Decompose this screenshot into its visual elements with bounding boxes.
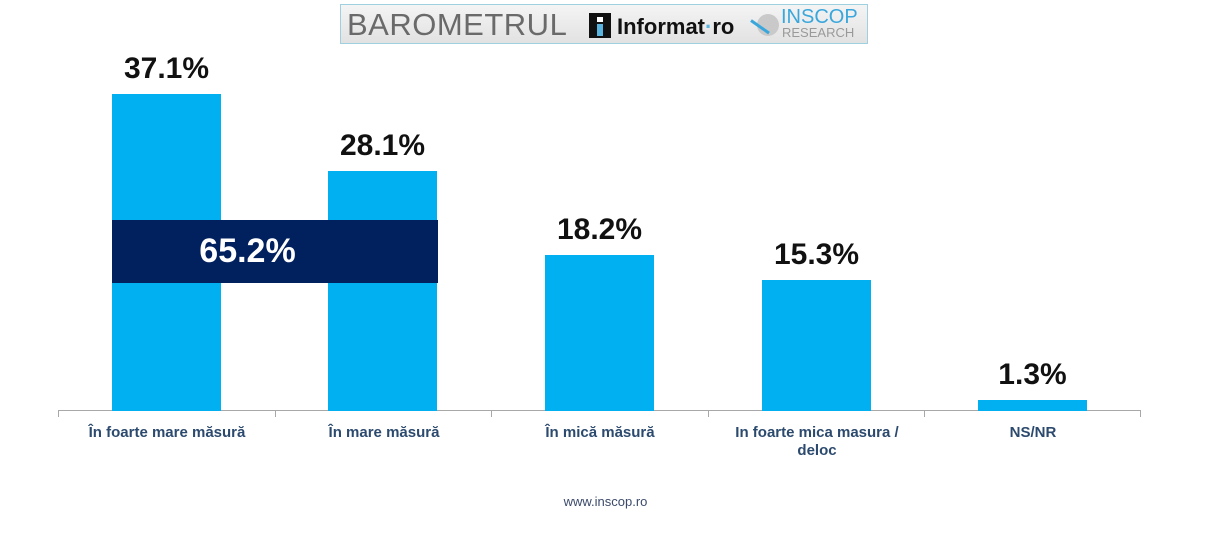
x-label-1: În mare măsură <box>328 424 440 441</box>
bar-1 <box>328 171 437 411</box>
x-label-2: În mică măsură <box>545 424 655 441</box>
x-axis-tick <box>708 410 709 417</box>
combined-total-band <box>112 220 438 283</box>
bar-4 <box>978 400 1087 411</box>
value-label-1: 28.1% <box>339 129 426 162</box>
informat-logo-icon <box>589 13 611 38</box>
value-label-3: 15.3% <box>773 238 860 271</box>
x-label-0: În foarte mare măsură <box>88 424 246 441</box>
barometru-title: BAROMETRUL <box>347 7 568 42</box>
inscop-logo-text: INSCOP <box>781 6 858 28</box>
x-axis-tick <box>491 410 492 417</box>
x-axis-tick <box>1140 410 1141 417</box>
x-label-4: NS/NR <box>1009 424 1057 441</box>
informat-logo-text: Informat·ro <box>617 14 735 39</box>
header-banner: BAROMETRUL Informat·ro INSCOP RESEARCH <box>340 4 868 44</box>
research-logo-text: RESEARCH <box>782 25 855 40</box>
footer-url: www.inscop.ro <box>563 494 648 509</box>
combined-total-label: 65.2% <box>199 232 296 270</box>
value-label-4: 1.3% <box>998 358 1067 391</box>
value-label-2: 18.2% <box>556 213 643 246</box>
value-label-0: 37.1% <box>123 52 210 85</box>
x-label-3: In foarte mica masura / deloc <box>735 424 899 459</box>
x-axis-tick <box>275 410 276 417</box>
x-axis-tick <box>924 410 925 417</box>
bar-2 <box>545 255 654 411</box>
x-axis-tick <box>58 410 59 417</box>
bar-3 <box>762 280 871 411</box>
